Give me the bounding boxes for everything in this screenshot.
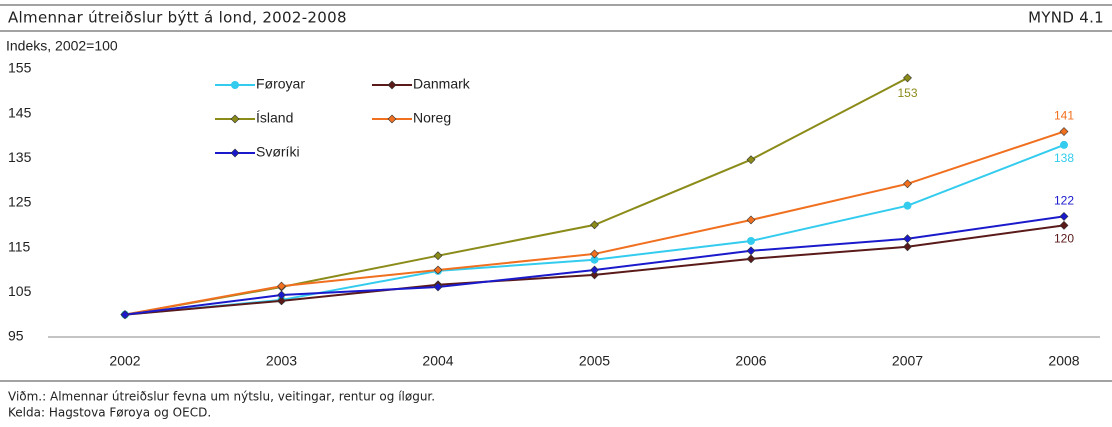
point [277,290,286,300]
legend-marker [231,81,239,89]
y-tick-label: 105 [8,283,32,299]
point [590,249,599,259]
point [1059,127,1069,136]
point [433,265,443,275]
point [747,236,755,245]
figure-label: MYND 4.1 [1028,9,1104,27]
point [903,234,912,244]
point [277,281,286,291]
point [590,270,599,280]
point [746,155,756,165]
legend-marker [387,114,397,124]
y-tick-label: 95 [8,328,24,344]
point [590,220,599,230]
x-tick-label: 2008 [1048,353,1079,369]
y-tick-label: 145 [8,104,32,120]
data-label: 122 [1054,194,1074,208]
x-tick-label: 2003 [266,353,297,369]
data-label: 141 [1054,109,1074,123]
legend-label: Svøríki [256,144,300,160]
chart-title: Almennar útreiðslur býtt á lond, 2002-20… [8,9,347,27]
y-tick-label: 155 [8,60,32,76]
point [590,265,599,275]
y-tick-label: 115 [8,238,31,254]
point [746,246,756,256]
point [903,201,912,210]
x-tick-label: 2006 [735,353,766,369]
y-tick-label: 135 [8,149,32,165]
legend-marker [230,148,240,158]
point [746,254,756,264]
x-tick-label: 2004 [422,353,453,369]
point [120,310,130,320]
data-label: 153 [897,86,917,100]
point [903,73,912,83]
point [590,255,599,264]
point [277,296,286,306]
x-tick-label: 2002 [109,353,140,369]
series-line [124,215,1065,316]
legend-label: Ísland [256,110,293,126]
point [433,251,443,261]
x-tick-label: 2005 [579,353,610,369]
x-tick-label: 2007 [892,353,923,369]
point [903,242,912,252]
legend-label: Føroyar [256,76,305,92]
y-tick-label: 125 [8,194,32,210]
legend-marker [230,114,240,124]
legend-label: Danmark [413,76,471,92]
point [1059,211,1069,221]
point [1059,220,1069,230]
point [1060,140,1068,149]
y-axis-label: Indeks, 2002=100 [6,38,118,54]
legend-marker [387,80,397,90]
data-label: 120 [1054,232,1074,246]
data-label: 138 [1054,151,1074,165]
point [903,179,912,189]
point [433,282,443,292]
legend-label: Noreg [413,110,451,126]
source: Kelda: Hagstova Føroya og OECD. [8,406,211,420]
note: Viðm.: Almennar útreiðslur fevna um nýts… [8,390,435,404]
point [746,215,756,225]
